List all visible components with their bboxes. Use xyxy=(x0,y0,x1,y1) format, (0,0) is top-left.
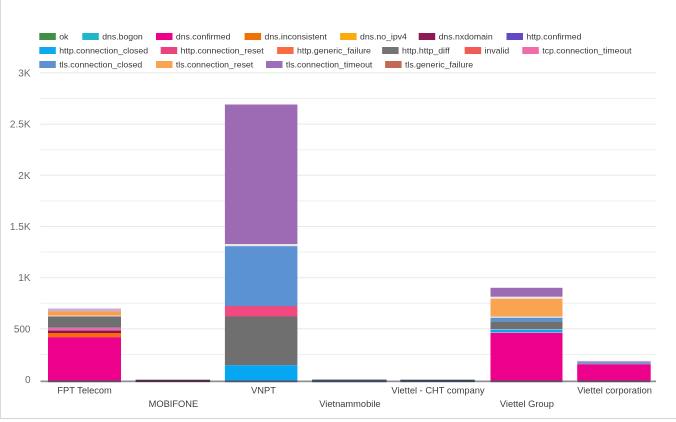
svg-text:3K: 3K xyxy=(18,68,31,79)
svg-text:tls.connection_reset: tls.connection_reset xyxy=(176,60,254,70)
svg-text:dns.bogon: dns.bogon xyxy=(102,32,143,42)
svg-text:dns.confirmed: dns.confirmed xyxy=(176,32,231,42)
svg-text:Viettel corporation: Viettel corporation xyxy=(577,386,652,396)
svg-text:invalid: invalid xyxy=(485,46,510,56)
svg-text:2K: 2K xyxy=(18,171,31,182)
svg-text:http.connection_reset: http.connection_reset xyxy=(181,46,265,56)
svg-text:http.confirmed: http.confirmed xyxy=(526,32,581,42)
svg-text:Vietnammobile: Vietnammobile xyxy=(319,399,380,409)
svg-text:VNPT: VNPT xyxy=(251,386,276,396)
svg-text:2.5K: 2.5K xyxy=(10,120,31,131)
svg-text:dns.no_ipv4: dns.no_ipv4 xyxy=(360,32,407,42)
svg-text:tls.connection_timeout: tls.connection_timeout xyxy=(286,60,373,70)
svg-text:Viettel Group: Viettel Group xyxy=(500,399,554,409)
svg-text:http.http_diff: http.http_diff xyxy=(402,46,450,56)
svg-text:http.connection_closed: http.connection_closed xyxy=(59,46,148,56)
svg-text:Viettel - CHT company: Viettel - CHT company xyxy=(391,386,485,396)
svg-text:1.5K: 1.5K xyxy=(10,222,31,233)
svg-text:tcp.connection_timeout: tcp.connection_timeout xyxy=(542,46,632,56)
svg-text:1K: 1K xyxy=(18,273,31,284)
svg-text:http.generic_failure: http.generic_failure xyxy=(297,46,371,56)
svg-text:dns.nxdomain: dns.nxdomain xyxy=(439,32,493,42)
svg-text:tls.connection_closed: tls.connection_closed xyxy=(59,60,142,70)
svg-text:MOBIFONE: MOBIFONE xyxy=(149,399,199,409)
svg-text:ok: ok xyxy=(59,32,69,42)
svg-text:0: 0 xyxy=(25,375,31,386)
svg-text:500: 500 xyxy=(14,324,31,335)
svg-text:tls.generic_failure: tls.generic_failure xyxy=(405,60,473,70)
svg-text:dns.inconsistent: dns.inconsistent xyxy=(265,32,328,42)
svg-text:FPT Telecom: FPT Telecom xyxy=(57,386,112,396)
